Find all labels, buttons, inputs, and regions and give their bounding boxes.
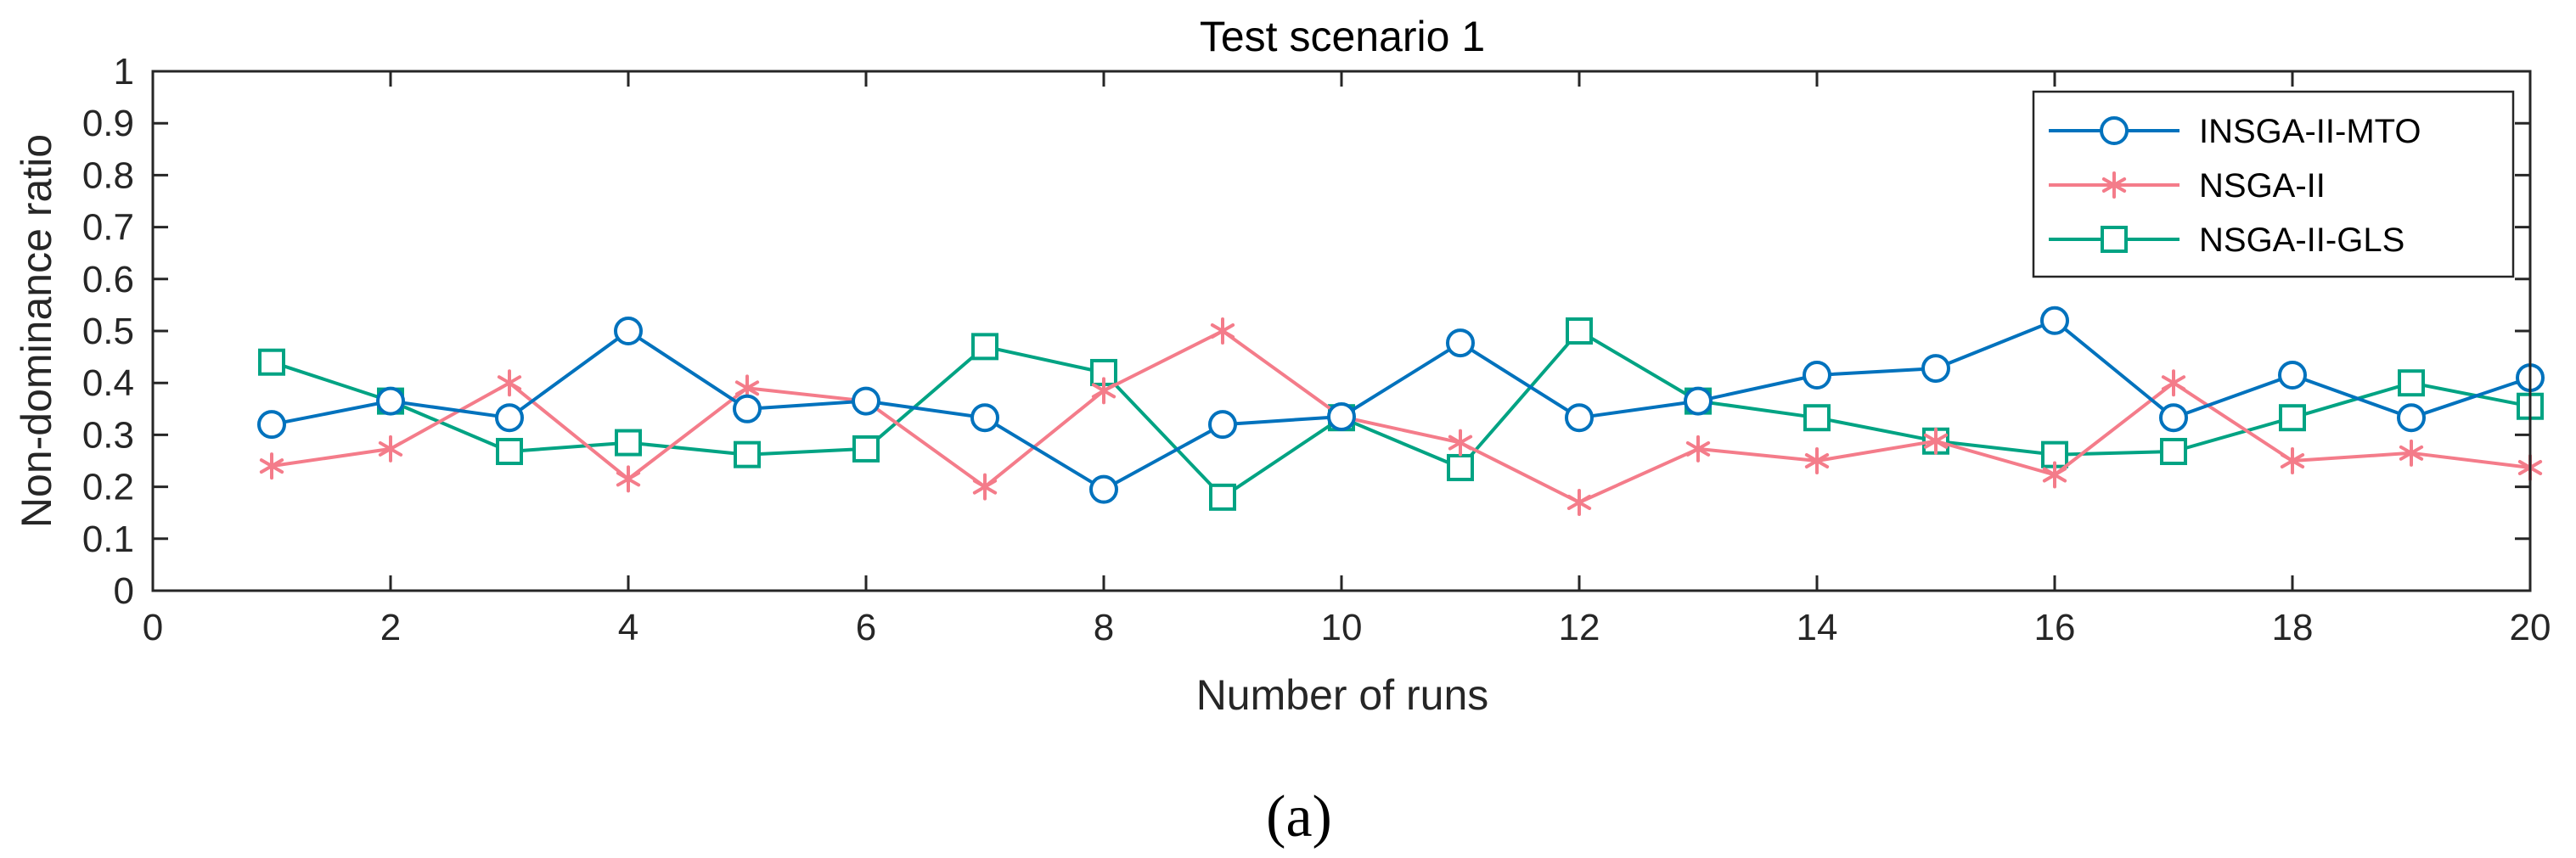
legend-item: NSGA-II-GLS xyxy=(2049,222,2404,259)
data-point xyxy=(852,386,880,416)
data-point xyxy=(495,403,524,433)
data-point xyxy=(1209,483,1236,511)
y-tick-label: 0 xyxy=(114,570,134,612)
x-tick-label: 2 xyxy=(380,607,401,648)
data-point xyxy=(1447,453,1474,481)
data-point xyxy=(970,403,999,433)
data-point xyxy=(2278,361,2307,390)
y-tick-label: 0.2 xyxy=(82,467,134,508)
legend: INSGA-II-MTO NSGA-II NSGA-II-GLS xyxy=(2032,90,2515,278)
data-point xyxy=(2160,437,2187,465)
data-point xyxy=(1804,447,1830,474)
data-point xyxy=(1565,403,1594,433)
data-point xyxy=(615,429,642,457)
data-point xyxy=(972,473,998,501)
y-axis-title: Non-dominance ratio xyxy=(13,134,60,528)
x-tick-label: 18 xyxy=(2272,607,2314,648)
data-point xyxy=(616,465,641,493)
data-point xyxy=(2399,439,2424,467)
data-point xyxy=(376,386,405,416)
data-point xyxy=(1566,488,1592,516)
data-point xyxy=(1448,429,1473,457)
data-point xyxy=(1327,401,1356,431)
x-tick-label: 10 xyxy=(1321,607,1363,648)
series-insga-ii-mto xyxy=(257,306,2545,504)
data-point xyxy=(1446,328,1475,358)
data-point xyxy=(496,437,523,465)
data-point xyxy=(1803,361,1831,390)
x-axis-title: Number of runs xyxy=(1196,671,1489,719)
data-point xyxy=(1210,317,1235,345)
legend-label: NSGA-II xyxy=(2199,167,2326,205)
y-tick-label: 1 xyxy=(114,51,134,93)
x-tick-label: 20 xyxy=(2510,607,2551,648)
data-point xyxy=(378,435,403,463)
x-tick-label: 6 xyxy=(856,607,876,648)
data-point xyxy=(1923,427,1949,455)
data-point xyxy=(497,369,522,397)
legend-item: INSGA-II-MTO xyxy=(2049,113,2421,150)
data-point xyxy=(2397,403,2426,433)
data-point xyxy=(1684,386,1713,416)
data-point xyxy=(2040,306,2069,335)
data-point xyxy=(1803,404,1831,432)
legend-label: NSGA-II-GLS xyxy=(2199,222,2404,259)
legend-marker xyxy=(2101,171,2127,199)
data-point xyxy=(852,435,880,463)
data-point xyxy=(1091,377,1116,405)
x-tick-label: 14 xyxy=(1797,607,1838,648)
legend-marker xyxy=(2101,226,2128,253)
series-line xyxy=(271,318,2531,491)
legend-label: INSGA-II-MTO xyxy=(2199,113,2421,150)
data-point xyxy=(1566,317,1593,345)
data-point xyxy=(1921,354,1950,384)
data-point xyxy=(2159,403,2188,433)
series-line xyxy=(271,329,2531,499)
x-tick-label: 16 xyxy=(2034,607,2076,648)
data-point xyxy=(2161,369,2186,397)
data-point xyxy=(2042,461,2067,489)
data-point xyxy=(614,317,643,345)
y-tick-label: 0.7 xyxy=(82,207,134,249)
x-tick-label: 12 xyxy=(1559,607,1600,648)
data-point xyxy=(971,333,998,361)
y-tick-label: 0.1 xyxy=(82,519,134,560)
data-point xyxy=(259,452,284,480)
data-point xyxy=(733,394,762,423)
chart-title: Test scenario 1 xyxy=(1200,13,1485,60)
legend-item: NSGA-II xyxy=(2049,167,2326,205)
data-point xyxy=(2280,447,2305,474)
data-point xyxy=(734,440,761,468)
x-tick-label: 4 xyxy=(618,607,638,648)
data-point xyxy=(257,410,286,440)
series-nsga-ii xyxy=(259,317,2543,516)
y-tick-label: 0.3 xyxy=(82,414,134,456)
y-tick-label: 0.9 xyxy=(82,103,134,144)
figure-caption: (a) xyxy=(1266,784,1332,850)
y-tick-label: 0.6 xyxy=(82,259,134,300)
x-tick-label: 0 xyxy=(143,607,163,648)
data-point xyxy=(2398,369,2425,397)
y-tick-label: 0.4 xyxy=(82,362,134,404)
data-point xyxy=(258,348,285,376)
y-tick-label: 0.8 xyxy=(82,154,134,196)
y-tick-label: 0.5 xyxy=(82,311,134,352)
data-point xyxy=(1685,435,1711,463)
data-point xyxy=(2279,404,2306,432)
x-tick-label: 8 xyxy=(1094,607,1114,648)
data-point xyxy=(1089,474,1118,504)
plot-frame xyxy=(151,70,2532,592)
series-line xyxy=(271,329,2531,504)
legend-marker xyxy=(2100,116,2129,145)
data-point xyxy=(1208,410,1237,440)
axes: 0 2 4 6 8 10 12 14 16 18 20 0 0.1 0.2 0.3 0.4 0.5 0.6 0.7 0… xyxy=(82,51,2551,648)
